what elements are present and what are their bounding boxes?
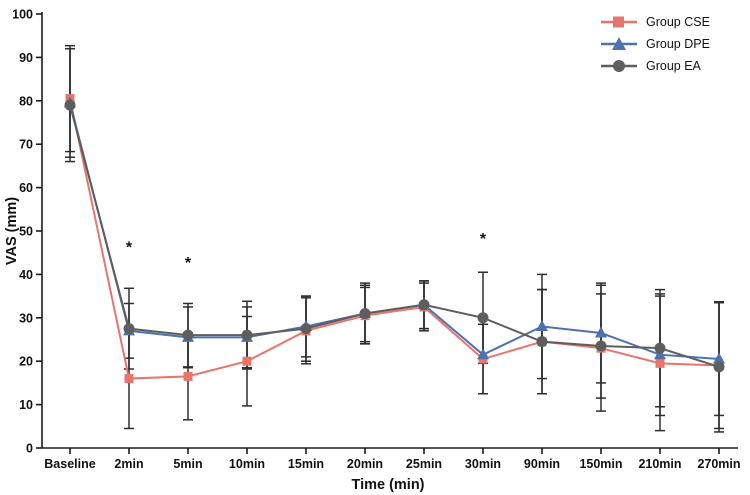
y-axis-ticks: 0 10 20 30 40 50 60 70 80 90 100: [12, 8, 42, 456]
error-bars-group-cse: [65, 44, 724, 432]
group-dpe-marker-icon: [600, 36, 638, 52]
legend-item-group-ea: Group EA: [600, 57, 710, 74]
y-tick-label: 20: [19, 355, 33, 369]
legend-item-group-cse: Group CSE: [600, 13, 710, 30]
x-tick-label-150min: 150min: [579, 457, 622, 471]
legend-label-group-dpe: Group DPE: [646, 36, 710, 51]
x-tick-label-2min: 2min: [114, 457, 143, 471]
y-tick-label: 90: [19, 51, 33, 65]
x-tick-label-20min: 20min: [347, 457, 383, 471]
markers-group-ea: [64, 99, 725, 373]
asterisk-2min: *: [126, 240, 133, 257]
line-group-ea: [69, 104, 720, 368]
asterisk-5min: *: [185, 255, 192, 272]
legend-item-group-dpe: Group DPE: [600, 35, 710, 52]
x-tick-label-210min: 210min: [638, 457, 681, 471]
asterisk-30min: *: [480, 231, 487, 248]
x-tick-label-15min: 15min: [288, 457, 324, 471]
y-tick-label: 40: [19, 268, 33, 282]
y-tick-label: 70: [19, 138, 33, 152]
y-tick-label: 50: [19, 225, 33, 239]
legend-label-group-cse: Group CSE: [646, 14, 710, 29]
markers-group-cse: [65, 94, 724, 384]
x-tick-label-10min: 10min: [229, 457, 265, 471]
x-tick-label-270min: 270min: [697, 457, 740, 471]
x-axis-ticks: Baseline 2min 5min 10min 15min 20min 25min 30mi…: [44, 448, 741, 471]
x-tick-label-baseline: Baseline: [44, 457, 95, 471]
y-tick-label: 100: [12, 8, 33, 22]
line-group-cse: [69, 98, 720, 380]
y-tick-label: 60: [19, 181, 33, 195]
line-group-dpe: [69, 102, 720, 361]
error-bars-group-dpe: [65, 47, 724, 417]
y-axis-title: VAS (mm): [4, 197, 20, 265]
y-tick-label: 30: [19, 311, 33, 325]
significance-annotations: * * *: [126, 231, 487, 272]
x-axis-title: Time (min): [351, 477, 424, 493]
x-tick-label-25min: 25min: [406, 457, 442, 471]
markers-group-dpe: [64, 96, 725, 364]
legend-label-group-ea: Group EA: [646, 58, 701, 73]
x-tick-label-90min: 90min: [524, 457, 560, 471]
chart-legend: Group CSE Group DPE Group EA: [600, 13, 710, 74]
x-tick-label-5min: 5min: [173, 457, 202, 471]
error-bars-group-ea: [65, 47, 724, 433]
y-tick-label: 10: [19, 398, 33, 412]
y-tick-label: 0: [26, 442, 33, 456]
group-ea-marker-icon: [600, 58, 638, 74]
y-tick-label: 80: [19, 94, 33, 108]
group-cse-marker-icon: [600, 14, 638, 30]
x-tick-label-30min: 30min: [465, 457, 501, 471]
axes: [41, 12, 738, 449]
